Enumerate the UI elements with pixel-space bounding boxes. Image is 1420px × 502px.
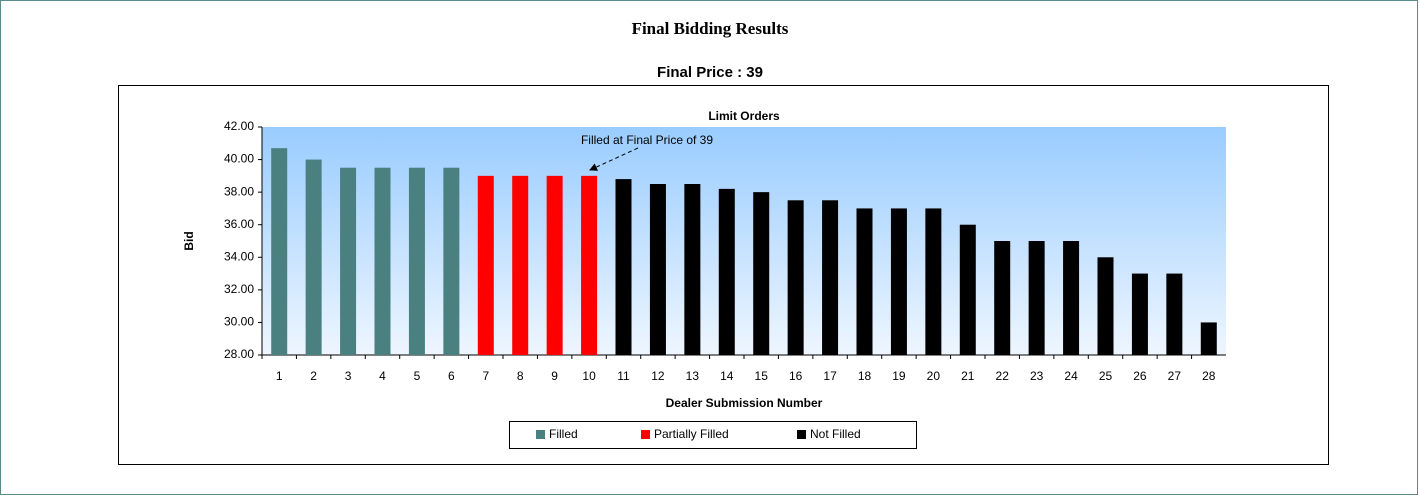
legend-swatch (536, 430, 545, 439)
legend-box (509, 421, 917, 449)
bar (443, 167, 460, 355)
x-tick-label: 18 (858, 369, 872, 383)
x-tick-label: 2 (310, 369, 317, 383)
x-tick-label: 8 (517, 369, 524, 383)
y-tick-label: 34.00 (224, 249, 254, 263)
y-tick-label: 40.00 (224, 152, 254, 166)
x-tick-label: 23 (1030, 369, 1044, 383)
bar (959, 224, 976, 355)
x-tick-label: 21 (961, 369, 975, 383)
bar (1131, 273, 1148, 355)
annotation: Filled at Final Price of 39 (581, 133, 713, 147)
bar (753, 192, 770, 355)
bar (925, 208, 942, 355)
y-tick-label: 30.00 (224, 315, 254, 329)
y-tick-label: 42.00 (224, 119, 254, 133)
bar (374, 167, 391, 355)
bar (822, 200, 839, 355)
bar (1063, 241, 1080, 355)
legend-label: Partially Filled (654, 427, 729, 441)
x-tick-label: 12 (651, 369, 665, 383)
x-tick-label: 14 (720, 369, 734, 383)
x-tick-label: 6 (448, 369, 455, 383)
page-title: Final Bidding Results (632, 19, 789, 38)
bar (581, 175, 598, 355)
bar (615, 179, 632, 355)
bar (787, 200, 804, 355)
subtitle: Final Price : 39 (657, 64, 763, 81)
bar (856, 208, 873, 355)
x-tick-label: 24 (1064, 369, 1078, 383)
x-tick-label: 10 (582, 369, 596, 383)
bar (305, 159, 322, 355)
legend-label: Not Filled (810, 427, 861, 441)
bar (994, 241, 1011, 355)
x-tick-label: 19 (892, 369, 906, 383)
y-tick-label: 32.00 (224, 282, 254, 296)
x-tick-label: 25 (1099, 369, 1113, 383)
bar (408, 167, 425, 355)
bar (649, 184, 666, 355)
x-tick-label: 17 (823, 369, 837, 383)
bar (340, 167, 357, 355)
bar (1028, 241, 1045, 355)
bar (271, 148, 288, 355)
x-tick-label: 11 (617, 369, 630, 383)
y-tick-label: 36.00 (224, 217, 254, 231)
legend-label: Filled (549, 427, 578, 441)
x-axis-label: Dealer Submission Number (666, 396, 823, 410)
x-tick-label: 9 (551, 369, 558, 383)
annotation-arrow (589, 147, 639, 171)
legend-swatch (797, 430, 806, 439)
x-tick-label: 15 (755, 369, 769, 383)
plot-area (262, 127, 1226, 355)
x-tick-label: 26 (1133, 369, 1147, 383)
chart-title: Limit Orders (708, 109, 780, 123)
x-tick-label: 27 (1168, 369, 1182, 383)
bar (477, 175, 494, 355)
x-tick-label: 4 (379, 369, 386, 383)
x-tick-label: 16 (789, 369, 803, 383)
x-tick-label: 5 (414, 369, 421, 383)
bar (1200, 322, 1217, 355)
y-axis-label: Bid (182, 231, 196, 250)
y-tick-label: 38.00 (224, 184, 254, 198)
x-tick-label: 3 (345, 369, 352, 383)
x-tick-label: 7 (482, 369, 489, 383)
x-tick-label: 1 (276, 369, 283, 383)
bar (1166, 273, 1183, 355)
bar (546, 175, 563, 355)
bar (890, 208, 907, 355)
x-tick-label: 13 (686, 369, 700, 383)
x-tick-label: 28 (1202, 369, 1216, 383)
bar (1097, 257, 1114, 355)
x-tick-label: 22 (996, 369, 1010, 383)
x-tick-label: 20 (927, 369, 941, 383)
bar (684, 184, 701, 355)
legend-swatch (641, 430, 650, 439)
bar (512, 175, 529, 355)
bar (718, 188, 735, 355)
y-tick-label: 28.00 (224, 347, 254, 361)
